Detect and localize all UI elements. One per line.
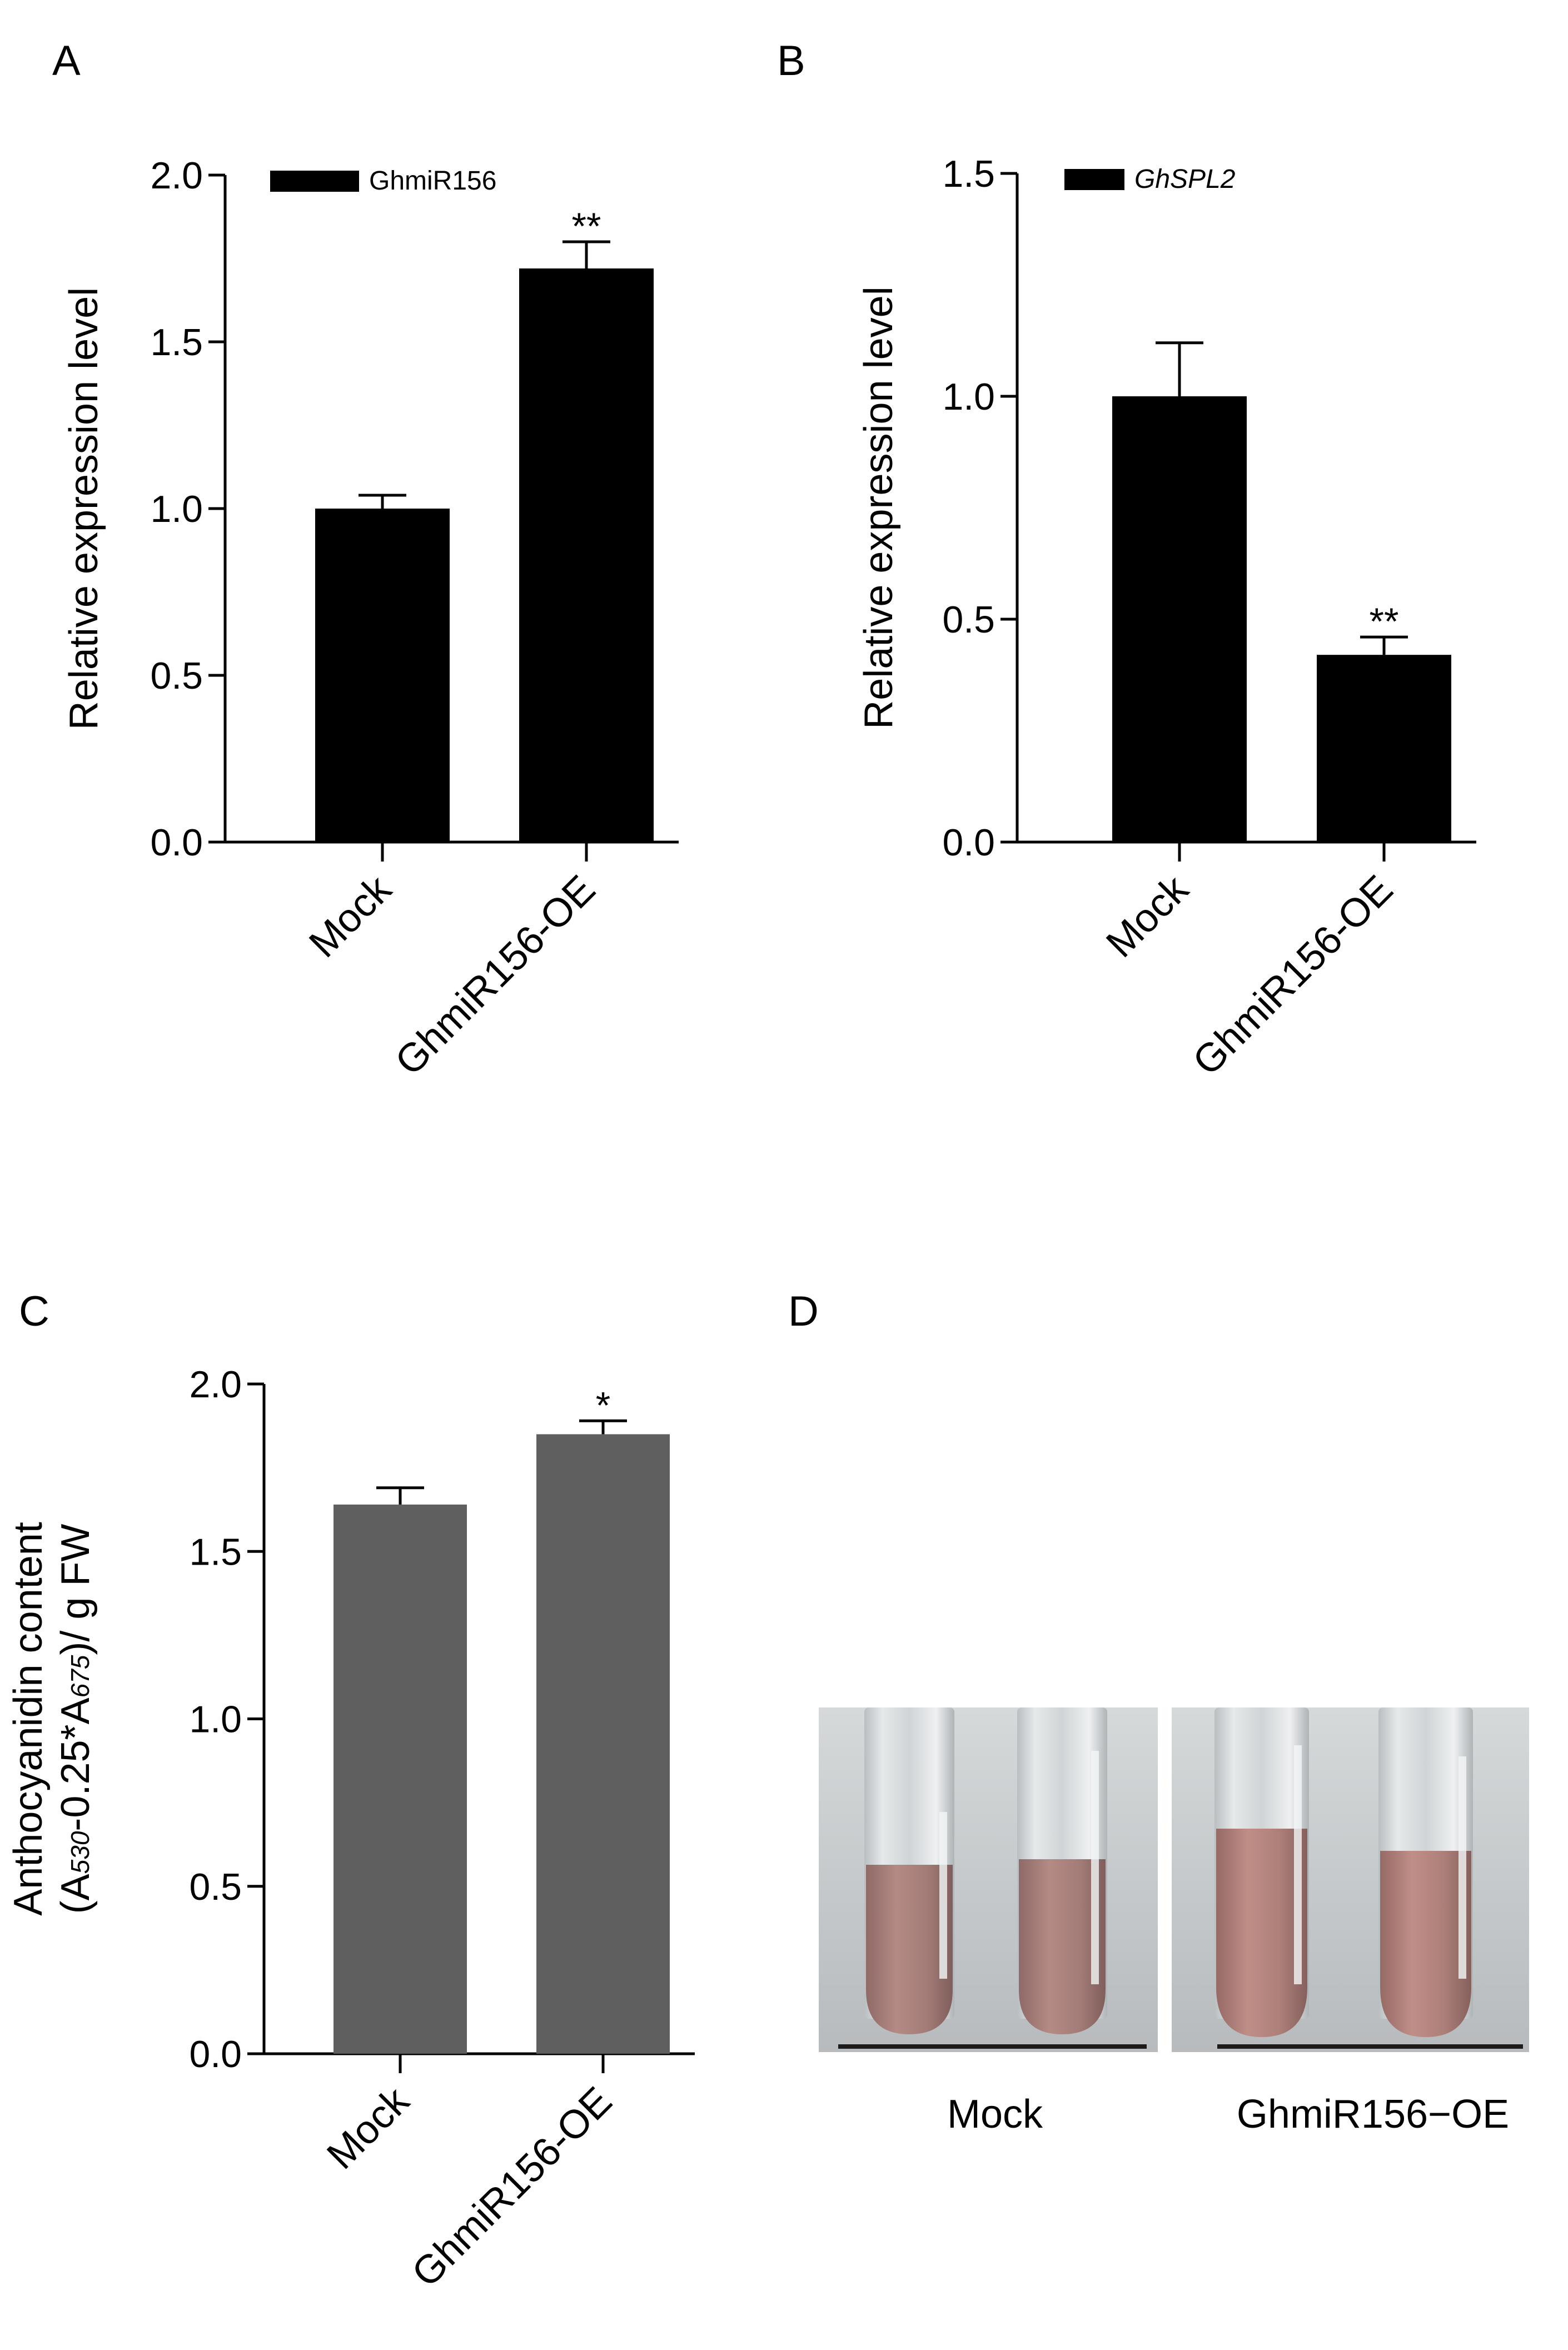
y-tick-label: 2.0 — [150, 155, 203, 197]
panel-label-b: B — [777, 37, 805, 84]
y-tick-label: 0.0 — [189, 2033, 242, 2075]
y-axis-title: Anthocyanidin content — [6, 1522, 51, 1916]
y-tick-label: 1.5 — [942, 153, 995, 195]
category-label: GhmiR156-OE — [387, 867, 604, 1084]
y-axis-title: Relative expression level — [62, 287, 106, 730]
category-label: GhmiR156-OE — [1184, 867, 1401, 1084]
panel-label-a: A — [52, 37, 81, 84]
significance-mark: ** — [1370, 600, 1399, 643]
category-label: Mock — [318, 2078, 418, 2178]
y-tick-label: 0.5 — [942, 599, 995, 641]
y-tick-label: 1.5 — [189, 1531, 242, 1573]
y-tick-label: 1.0 — [189, 1699, 242, 1741]
significance-mark: ** — [572, 205, 601, 247]
significance-mark: * — [596, 1384, 610, 1426]
photo-caption-oe: GhmiR156−OE — [1237, 2092, 1509, 2137]
legend-swatch — [270, 171, 359, 192]
y-tick-label: 0.0 — [942, 821, 995, 864]
legend-swatch — [1064, 169, 1124, 190]
bar-1 — [536, 1434, 670, 2054]
y-tick-label: 0.0 — [150, 821, 203, 864]
photo-caption-mock: Mock — [947, 2092, 1043, 2137]
y-tick-label: 1.5 — [150, 321, 203, 364]
panel-label-d: D — [788, 1288, 819, 1335]
bar-0 — [315, 509, 450, 842]
category-label: Mock — [1098, 867, 1197, 966]
y-axis-title-units: (A530-0.25*A675)/ g FW — [53, 1524, 98, 1914]
oe-tubes-photo — [1172, 1707, 1529, 2052]
panel-label-c: C — [19, 1288, 49, 1335]
y-tick-label: 1.0 — [150, 488, 203, 530]
mock-tubes-photo — [819, 1707, 1158, 2052]
bar-1 — [1317, 655, 1451, 842]
bar-1 — [519, 268, 654, 842]
category-label: GhmiR156-OE — [404, 2079, 620, 2296]
legend-label: GhmiR156 — [369, 166, 496, 196]
y-tick-label: 1.0 — [942, 376, 995, 418]
category-label: Mock — [301, 867, 400, 966]
y-axis-title: Relative expression level — [857, 286, 901, 729]
tube-photograph: Mock GhmiR156−OE — [819, 1707, 1529, 2137]
legend-label: GhSPL2 — [1134, 165, 1235, 194]
y-tick-label: 0.5 — [150, 655, 203, 697]
bar-0 — [333, 1504, 467, 2054]
y-tick-label: 0.5 — [189, 1866, 242, 1908]
y-tick-label: 2.0 — [189, 1363, 242, 1406]
bar-0 — [1112, 396, 1247, 842]
